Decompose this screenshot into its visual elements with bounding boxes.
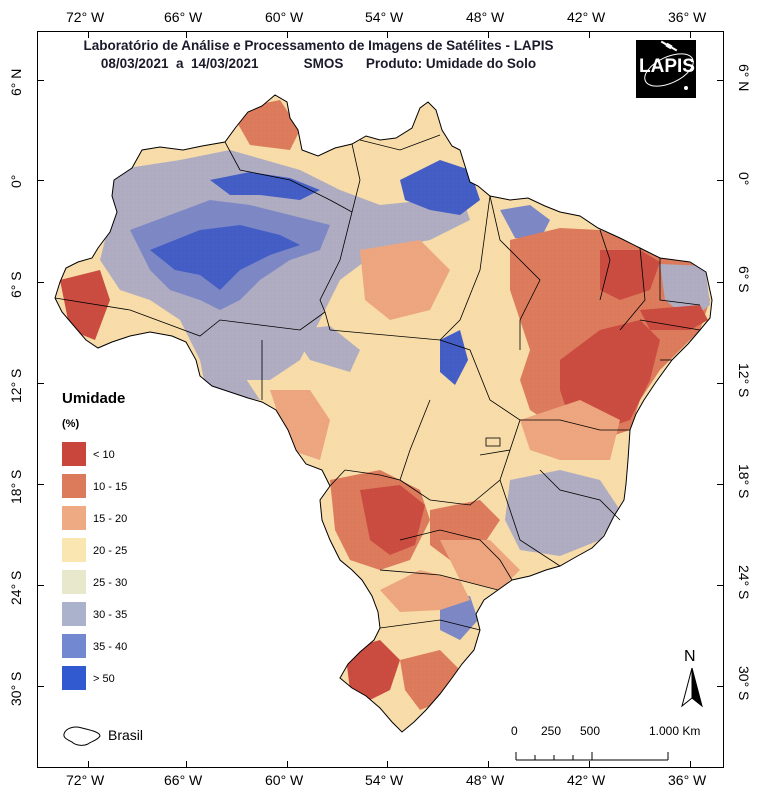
lon-tick xyxy=(589,761,590,768)
lon-tick xyxy=(589,31,590,38)
legend-swatch xyxy=(62,634,86,658)
lat-label-left: 6° N xyxy=(8,68,24,96)
lat-label-right: 6° S xyxy=(736,266,752,293)
legend-unit: (%) xyxy=(62,418,80,430)
lon-label-top: 36° W xyxy=(668,9,707,25)
lon-tick xyxy=(387,761,388,768)
lat-label-left: 12° S xyxy=(8,368,24,403)
lon-tick xyxy=(88,31,89,38)
lon-label-top: 54° W xyxy=(365,9,404,25)
logo-text: LAPIS xyxy=(639,56,695,77)
scale-tick-1000: 1.000 Km xyxy=(649,724,701,738)
scale-bar-line xyxy=(515,752,669,761)
lon-label-bottom: 72° W xyxy=(66,772,105,788)
lat-label-right: 6° N xyxy=(736,64,752,92)
lat-tick xyxy=(717,383,724,384)
lat-label-left: 6° S xyxy=(8,271,24,298)
lat-tick xyxy=(37,686,44,687)
moisture-layer xyxy=(55,95,712,732)
lon-tick xyxy=(186,761,187,768)
legend-label: 30 - 35 xyxy=(93,609,128,621)
lat-label-right: 0° xyxy=(736,172,752,186)
satellite-icon xyxy=(644,40,694,90)
legend-swatch xyxy=(62,538,86,562)
legend-label: 35 - 40 xyxy=(93,641,128,653)
lon-tick xyxy=(287,761,288,768)
lon-label-top: 48° W xyxy=(466,9,505,25)
lat-tick xyxy=(37,383,44,384)
north-label: N xyxy=(684,648,696,665)
lat-tick xyxy=(37,282,44,283)
lat-label-left: 24° S xyxy=(8,570,24,605)
lon-label-bottom: 42° W xyxy=(567,772,606,788)
lat-label-right: 12° S xyxy=(736,363,752,398)
legend-label: 10 - 15 xyxy=(93,481,128,493)
lon-tick xyxy=(387,31,388,38)
brazil-outline xyxy=(54,94,713,733)
brazil-outline-icon xyxy=(63,726,101,746)
lat-label-right: 30° S xyxy=(736,666,752,701)
lat-tick xyxy=(37,585,44,586)
legend-swatch xyxy=(62,602,86,626)
map-subtitle: 08/03/2021 a 14/03/2021 SMOS Produto: Um… xyxy=(0,56,697,71)
lat-label-left: 18° S xyxy=(8,469,24,504)
lon-tick xyxy=(186,31,187,38)
lat-tick xyxy=(37,80,44,81)
lat-tick xyxy=(37,484,44,485)
lat-label-right: 24° S xyxy=(736,565,752,600)
lon-label-bottom: 48° W xyxy=(466,772,505,788)
lat-tick xyxy=(717,180,724,181)
lon-label-top: 66° W xyxy=(164,9,203,25)
legend-label: < 10 xyxy=(93,449,115,461)
legend-swatch xyxy=(62,506,86,530)
lon-tick xyxy=(88,761,89,768)
lon-label-top: 72° W xyxy=(66,9,105,25)
lon-tick xyxy=(488,761,489,768)
legend-label: 20 - 25 xyxy=(93,545,128,557)
lat-tick xyxy=(717,585,724,586)
lon-label-bottom: 36° W xyxy=(668,772,707,788)
sensor-text: SMOS xyxy=(303,56,344,71)
outline-legend-label: Brasil xyxy=(108,727,144,743)
state-borders xyxy=(54,134,701,631)
lon-label-bottom: 66° W xyxy=(164,772,203,788)
scale-tick-250: 250 xyxy=(541,724,562,738)
legend-title: Umidade xyxy=(62,390,126,407)
lat-tick xyxy=(717,80,724,81)
legend-swatch xyxy=(62,666,86,690)
lon-label-bottom: 54° W xyxy=(365,772,404,788)
legend-swatch xyxy=(62,442,86,466)
lon-tick xyxy=(287,31,288,38)
lon-label-top: 42° W xyxy=(567,9,606,25)
legend-label: 15 - 20 xyxy=(93,513,128,525)
lon-label-top: 60° W xyxy=(265,9,304,25)
legend-label: 25 - 30 xyxy=(93,577,128,589)
map-title: Laboratório de Análise e Processamento d… xyxy=(83,38,554,53)
lon-tick xyxy=(690,31,691,38)
period-text: 08/03/2021 a 14/03/2021 xyxy=(100,56,259,71)
legend-swatch xyxy=(62,474,86,498)
lon-tick xyxy=(690,761,691,768)
scale-tick-500: 500 xyxy=(580,724,601,738)
legend-label: > 50 xyxy=(93,673,115,685)
lat-label-left: 30° S xyxy=(8,671,24,706)
scale-tick-0: 0 xyxy=(511,724,518,738)
lat-tick xyxy=(717,484,724,485)
lat-label-left: 0° xyxy=(8,174,24,188)
lat-tick xyxy=(717,282,724,283)
legend-swatch xyxy=(62,570,86,594)
lat-tick xyxy=(37,180,44,181)
north-arrow-icon xyxy=(681,667,703,708)
lon-label-bottom: 60° W xyxy=(265,772,304,788)
product-text: Produto: Umidade do Solo xyxy=(365,56,537,71)
lon-tick xyxy=(488,31,489,38)
lat-label-right: 18° S xyxy=(736,464,752,499)
lat-tick xyxy=(717,686,724,687)
lapis-logo: LAPIS xyxy=(636,40,696,98)
